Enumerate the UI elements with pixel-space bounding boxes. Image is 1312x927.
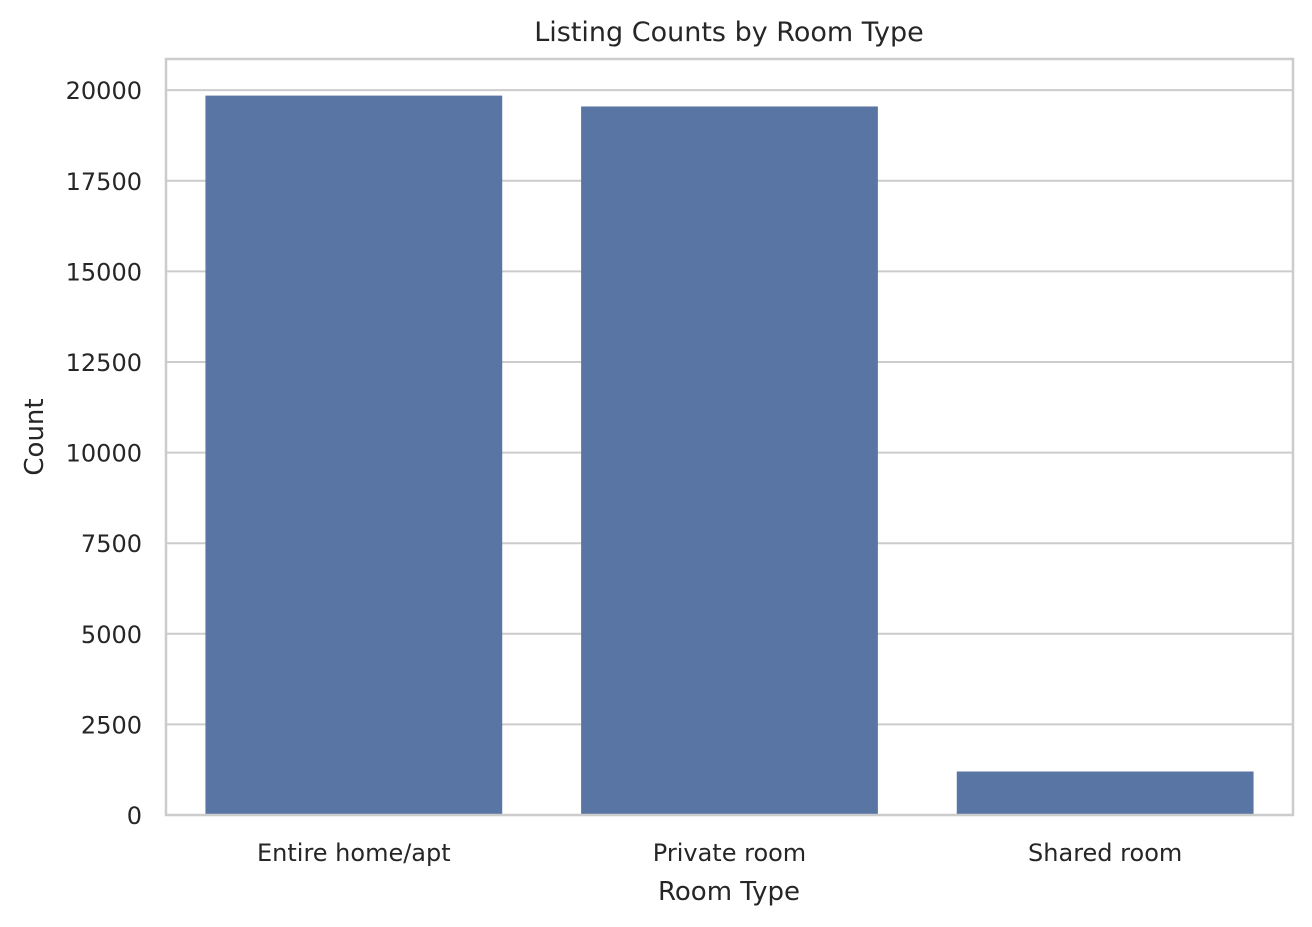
x-tick-labels: Entire home/apt Private room Shared room [257,839,1182,867]
y-tick-label: 17500 [66,168,142,196]
y-tick-label: 15000 [66,258,142,286]
chart-title: Listing Counts by Room Type [534,17,924,48]
y-tick-label: 20000 [66,77,142,105]
bars [205,95,1254,816]
y-axis-label: Count [20,398,50,475]
bar [205,95,503,816]
x-tick-label: Private room [653,839,806,867]
bar [581,106,878,816]
y-tick-label: 0 [127,802,142,830]
y-tick-label: 10000 [66,440,142,468]
x-axis-label: Room Type [658,877,800,907]
x-tick-label: Shared room [1028,839,1182,867]
y-tick-labels: 0 2500 5000 7500 10000 12500 15000 17500 20000 [66,77,142,830]
x-tick-label: Entire home/apt [257,839,451,867]
bar [956,771,1254,815]
y-tick-label: 12500 [66,349,142,377]
y-tick-label: 5000 [81,621,142,649]
plot-frame [164,57,1295,817]
y-tick-label: 2500 [81,711,142,739]
y-tick-label: 7500 [81,530,142,558]
